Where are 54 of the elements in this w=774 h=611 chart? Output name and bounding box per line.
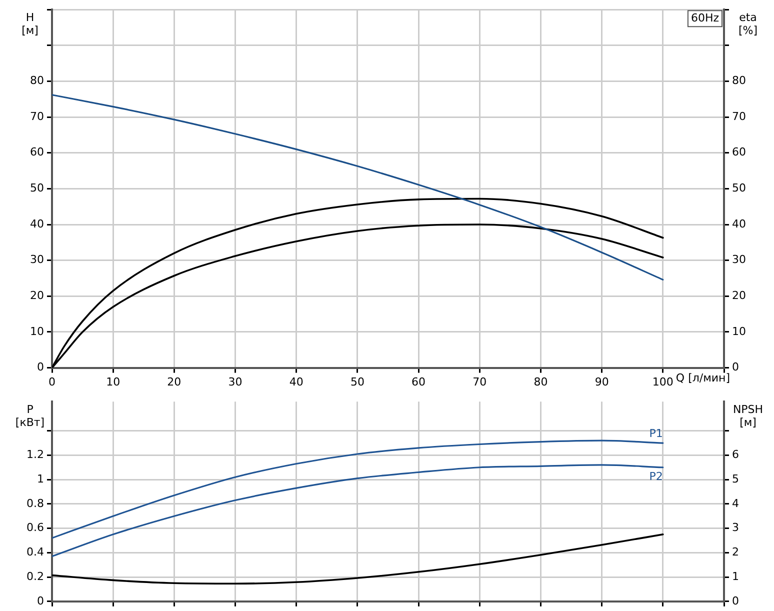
y2-tick-label: 70 xyxy=(732,110,746,123)
y-tick-label: 1.2 xyxy=(26,448,44,462)
x-tick-label: 50 xyxy=(350,375,364,388)
x-tick-label: 40 xyxy=(289,375,304,388)
y2-tick-label: 2 xyxy=(732,546,739,559)
y-tick-label: 1 xyxy=(37,472,44,486)
y2-tick-label: 6 xyxy=(732,448,739,462)
y2-axis-title: NPSH [м] xyxy=(732,402,764,429)
y2-tick-label: 4 xyxy=(732,496,739,510)
y-tick-label: 80 xyxy=(30,74,44,88)
y-tick-label: 70 xyxy=(30,110,44,123)
x-axis-title: Q [л/мин] xyxy=(676,372,730,385)
y2-tick-label: 3 xyxy=(732,521,739,534)
y-tick-label: 20 xyxy=(30,289,44,302)
y-tick-label: 0 xyxy=(37,360,44,374)
y2-axis-title: eta [%] xyxy=(738,10,758,37)
x-tick-label: 20 xyxy=(167,375,182,388)
y-tick-label: 0 xyxy=(37,594,44,608)
y2-tick-label: 50 xyxy=(732,182,746,195)
y-tick-label: 0.8 xyxy=(26,496,44,510)
y-axis-title: H [м] xyxy=(22,10,38,37)
x-tick-label: 30 xyxy=(228,375,242,388)
y-tick-label: 0.6 xyxy=(26,521,44,534)
x-tick-label: 0 xyxy=(48,375,56,388)
x-tick-label: 100 xyxy=(652,375,674,388)
y-tick-label: 10 xyxy=(30,324,44,338)
y-tick-label: 40 xyxy=(30,217,44,230)
x-tick-label: 10 xyxy=(106,375,120,388)
y-tick-label: 30 xyxy=(30,253,44,266)
y-tick-label: 60 xyxy=(30,146,44,159)
y2-tick-label: 20 xyxy=(732,289,746,302)
y2-tick-label: 10 xyxy=(732,324,746,338)
line-series xyxy=(52,94,664,280)
y-tick-label: 50 xyxy=(30,182,44,195)
y2-tick-label: 5 xyxy=(732,472,739,486)
x-tick-label: 70 xyxy=(472,375,487,388)
x-tick-label: 60 xyxy=(412,375,426,388)
y2-tick-label: 30 xyxy=(732,253,746,266)
y-axis-title: P [кВт] xyxy=(15,402,45,429)
y2-tick-label: 60 xyxy=(732,146,746,159)
x-tick-label: 90 xyxy=(594,375,609,388)
x-tick-label: 80 xyxy=(534,375,548,388)
line-series xyxy=(52,464,664,558)
y-tick-label: 0.2 xyxy=(26,570,44,583)
annotation: 60Hz xyxy=(690,11,720,24)
series-label: P1 xyxy=(649,426,663,440)
y-tick-label: 0.4 xyxy=(26,546,44,559)
y2-tick-label: 0 xyxy=(732,360,739,374)
series-label: P2 xyxy=(649,470,663,484)
y2-tick-label: 1 xyxy=(732,570,739,583)
y2-tick-label: 40 xyxy=(732,217,746,230)
y2-tick-label: 0 xyxy=(732,594,739,608)
y2-tick-label: 80 xyxy=(732,74,746,88)
line-series xyxy=(52,440,664,539)
